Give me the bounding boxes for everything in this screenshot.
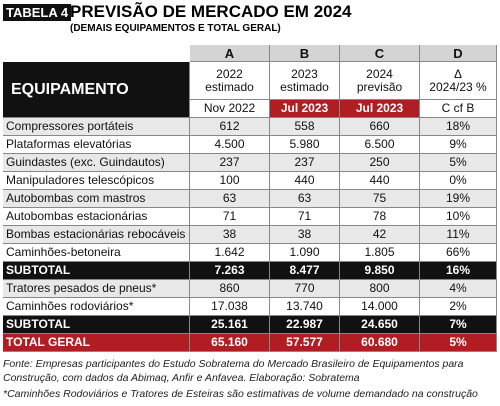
label-cell: Autobombas estacionárias <box>3 208 190 226</box>
label-cell: Manipuladores telescópicos <box>3 172 190 190</box>
value-cell: 78 <box>340 208 420 226</box>
value-cell: 612 <box>190 118 270 136</box>
value-cell: 11% <box>420 226 497 244</box>
label-cell: SUBTOTAL <box>3 316 190 334</box>
cell-line: 2022 <box>216 66 243 81</box>
column-date: Nov 2022 <box>190 100 270 118</box>
value-cell: 860 <box>190 280 270 298</box>
cell-line: estimado <box>205 79 254 94</box>
value-cell: 100 <box>190 172 270 190</box>
value-cell: 4% <box>420 280 497 298</box>
value-cell: 1.642 <box>190 244 270 262</box>
value-cell: 4.500 <box>190 136 270 154</box>
label-cell: TOTAL GERAL <box>3 334 190 352</box>
cell-line: Δ <box>453 66 462 81</box>
label-cell: Guindastes (exc. Guindautos) <box>3 154 190 172</box>
value-cell: 16% <box>420 262 497 280</box>
value-cell: 6.500 <box>340 136 420 154</box>
value-cell: 13.740 <box>270 298 340 316</box>
value-cell: 1.090 <box>270 244 340 262</box>
label-cell: Bombas estacionárias rebocáveis <box>3 226 190 244</box>
value-cell: 19% <box>420 190 497 208</box>
value-cell: 770 <box>270 280 340 298</box>
column-year: 2022 estimado <box>190 62 270 100</box>
value-cell: 18% <box>420 118 497 136</box>
value-cell: 42 <box>340 226 420 244</box>
value-cell: 38 <box>190 226 270 244</box>
value-cell: 7% <box>420 316 497 334</box>
label-cell: Caminhões-betoneira <box>3 244 190 262</box>
value-cell: 9% <box>420 136 497 154</box>
footnote: *Caminhões Rodoviários e Tratores de Est… <box>3 388 478 400</box>
column-year: 2023 estimado <box>270 62 340 100</box>
column-date: C cf B <box>420 100 497 118</box>
value-cell: 14.000 <box>340 298 420 316</box>
value-cell: 65.160 <box>190 334 270 352</box>
value-cell: 5% <box>420 334 497 352</box>
value-cell: 440 <box>340 172 420 190</box>
cell-line: estimado <box>280 79 329 94</box>
column-date: Jul 2023 <box>340 100 420 118</box>
value-cell: 71 <box>190 208 270 226</box>
equipment-header: EQUIPAMENTO <box>3 62 190 118</box>
value-cell: 63 <box>270 190 340 208</box>
label-cell: Autobombas com mastros <box>3 190 190 208</box>
value-cell: 0% <box>420 172 497 190</box>
value-cell: 60.680 <box>340 334 420 352</box>
label-cell: Caminhões rodoviários* <box>3 298 190 316</box>
label-cell: Tratores pesados de pneus* <box>3 280 190 298</box>
value-cell: 440 <box>270 172 340 190</box>
value-cell: 22.987 <box>270 316 340 334</box>
value-cell: 237 <box>270 154 340 172</box>
value-cell: 660 <box>340 118 420 136</box>
value-cell: 1.805 <box>340 244 420 262</box>
column-letter: B <box>270 45 340 62</box>
label-cell: Compressores portáteis <box>3 118 190 136</box>
value-cell: 66% <box>420 244 497 262</box>
cell-line: 2024/23 % <box>429 79 487 94</box>
value-cell: 63 <box>190 190 270 208</box>
value-cell: 10% <box>420 208 497 226</box>
title: PREVISÃO DE MERCADO EM 2024 <box>70 2 352 21</box>
value-cell: 237 <box>190 154 270 172</box>
value-cell: 2% <box>420 298 497 316</box>
value-cell: 800 <box>340 280 420 298</box>
cell-line: 2023 <box>291 66 318 81</box>
column-letter: A <box>190 45 270 62</box>
value-cell: 7.263 <box>190 262 270 280</box>
column-letter: C <box>340 45 420 62</box>
value-cell: 9.850 <box>340 262 420 280</box>
value-cell: 5.980 <box>270 136 340 154</box>
value-cell: 8.477 <box>270 262 340 280</box>
column-year: 2024 previsão <box>340 62 420 100</box>
table-tag: TABELA 4 <box>3 4 72 21</box>
label-cell: SUBTOTAL <box>3 262 190 280</box>
column-date: Jul 2023 <box>270 100 340 118</box>
label-cell: Plataformas elevatórias <box>3 136 190 154</box>
value-cell: 24.650 <box>340 316 420 334</box>
value-cell: 71 <box>270 208 340 226</box>
cell-line: 2024 <box>366 66 393 81</box>
value-cell: 75 <box>340 190 420 208</box>
value-cell: 38 <box>270 226 340 244</box>
value-cell: 558 <box>270 118 340 136</box>
cell-line: previsão <box>356 79 403 94</box>
value-cell: 17.038 <box>190 298 270 316</box>
column-letter: D <box>420 45 497 62</box>
value-cell: 25.161 <box>190 316 270 334</box>
value-cell: 5% <box>420 154 497 172</box>
column-year: Δ 2024/23 % <box>420 62 497 100</box>
subtitle: (DEMAIS EQUIPAMENTOS E TOTAL GERAL) <box>70 23 281 34</box>
value-cell: 57.577 <box>270 334 340 352</box>
footnote: Fonte: Empresas participantes do Estudo … <box>3 358 464 384</box>
value-cell: 250 <box>340 154 420 172</box>
